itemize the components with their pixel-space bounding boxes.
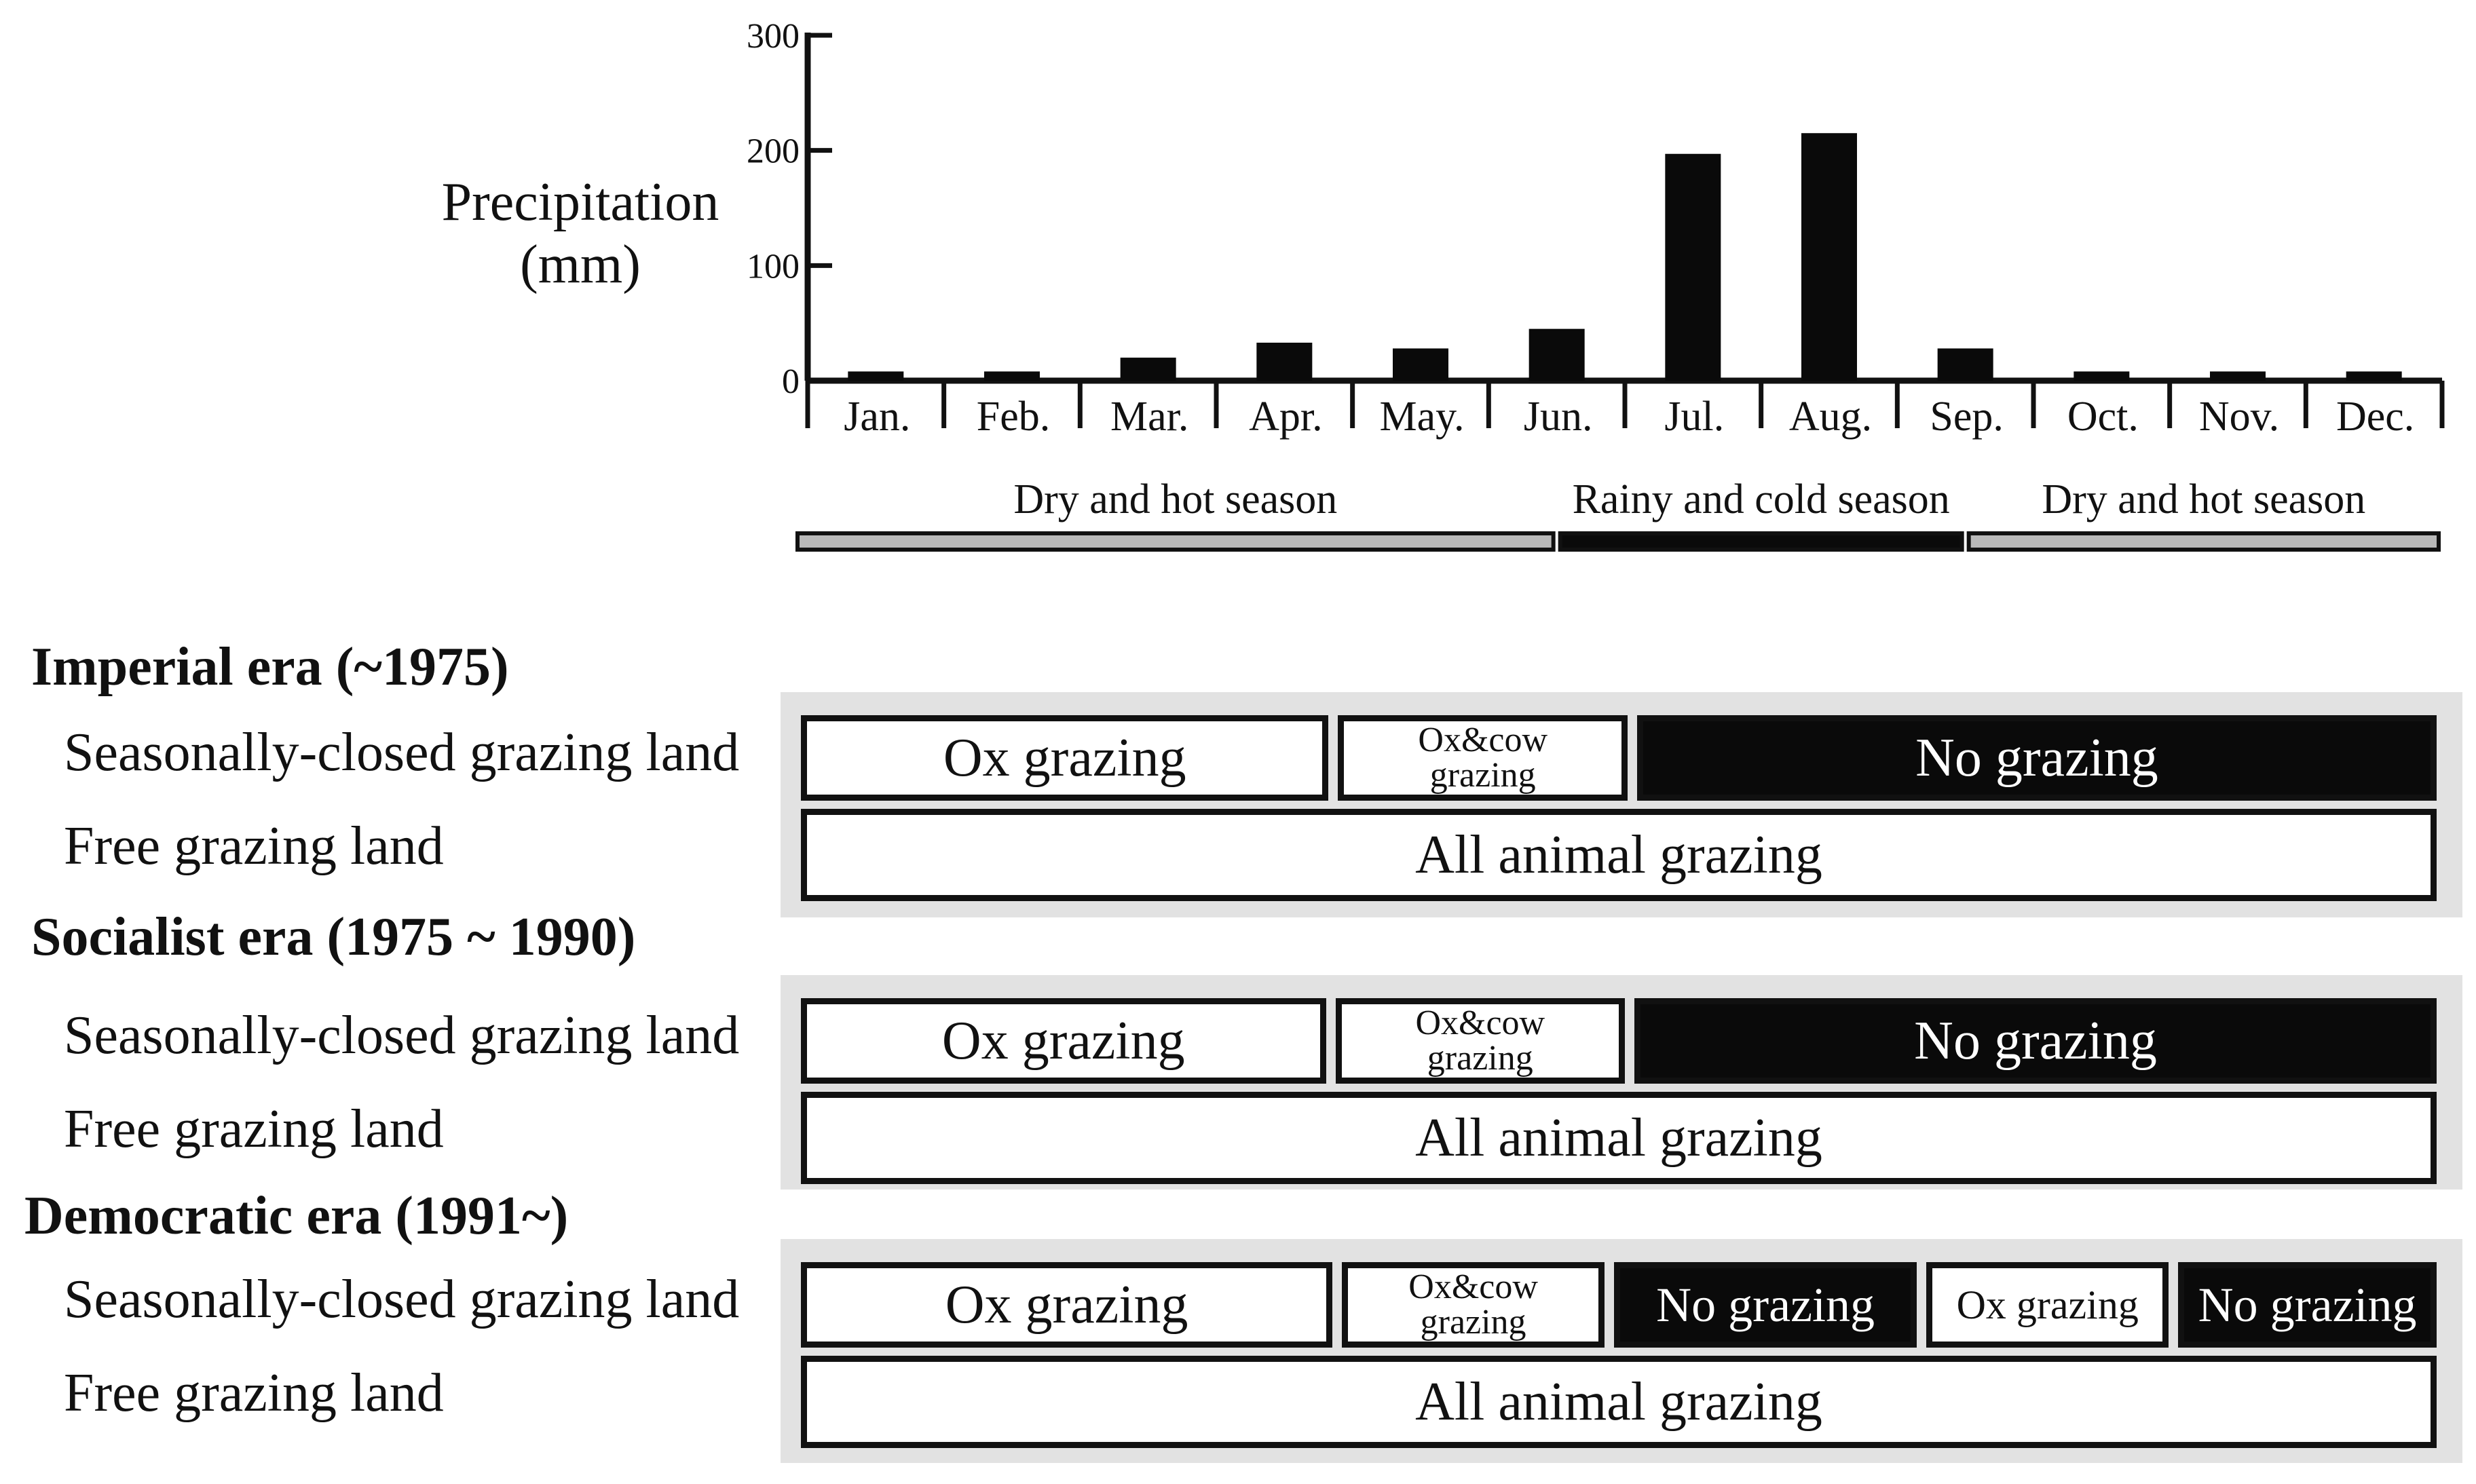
grazing-period-segment: Ox grazing (1926, 1262, 2169, 1348)
segment-label: Ox&cow grazing (1415, 1006, 1545, 1076)
seasonal-grazing-bar: Ox grazing Ox&cow grazing No grazing Ox graz… (801, 1262, 2437, 1348)
segment-label: Ox&cow grazing (1418, 723, 1548, 793)
segment-label-line-2: grazing (1429, 756, 1536, 795)
grazing-period-segment: No grazing (1613, 1262, 1917, 1348)
segment-label: No grazing (1656, 1277, 1875, 1332)
y-tick-label: 300 (747, 17, 800, 56)
segment-label: Ox grazing (945, 1274, 1188, 1335)
segment-label: No grazing (2198, 1277, 2417, 1332)
grazing-period-segment: No grazing (1636, 715, 2437, 801)
precip-bar-may (1393, 348, 1448, 381)
y-tick-label: 100 (747, 247, 800, 286)
era-title: Imperial era (~1975) (31, 637, 509, 697)
x-tick-label: May. (1379, 394, 1464, 440)
seasonal-grazing-bar: Ox grazing Ox&cow grazing No grazing (801, 715, 2437, 801)
x-tick-label: Jun. (1524, 394, 1593, 440)
grazing-period-segment: Ox grazing (801, 1262, 1333, 1348)
season-bar-1 (1558, 531, 1964, 552)
grazing-period-segment: All animal grazing (801, 1092, 2437, 1184)
seasonal-land-label: Seasonally-closed grazing land (64, 723, 740, 782)
season-bar-2 (1966, 531, 2441, 552)
precip-bar-dec (2346, 371, 2402, 381)
precipitation-chart: 0 100 200 300 Jan. Feb. Mar. Apr. May. Jun. Jul. Au… (747, 17, 2445, 552)
y-tick-label: 0 (782, 362, 800, 401)
grazing-period-segment: All animal grazing (801, 1356, 2437, 1448)
segment-label-line-1: Ox&cow (1418, 721, 1548, 759)
precip-bar-jun (1528, 328, 1585, 381)
precip-bar-jan (848, 371, 904, 381)
segment-label: No grazing (1915, 727, 2158, 788)
segment-label: Ox grazing (1956, 1282, 2139, 1327)
precip-bar-feb (984, 371, 1040, 381)
segment-label: All animal grazing (1415, 824, 1822, 885)
seasonal-grazing-bar: Ox grazing Ox&cow grazing No grazing (801, 998, 2437, 1084)
segment-label: Ox&cow grazing (1408, 1270, 1538, 1340)
grazing-period-segment: Ox&cow grazing (1338, 715, 1628, 801)
precip-bar-mar (1120, 358, 1176, 381)
grazing-period-segment: No grazing (2178, 1262, 2437, 1348)
x-tick-label: Mar. (1110, 394, 1188, 440)
segment-label: Ox grazing (943, 727, 1186, 788)
segment-label: All animal grazing (1415, 1107, 1822, 1168)
x-tick-label: Sep. (1930, 394, 2004, 440)
y-axis-label-line-1: Precipitation (441, 172, 719, 232)
era-title: Democratic era (1991~) (24, 1186, 569, 1246)
season-bar-0 (795, 531, 1556, 552)
x-tick-label: Apr. (1249, 394, 1323, 440)
x-tick-label: Aug. (1789, 394, 1872, 440)
segment-label: No grazing (1914, 1010, 2157, 1071)
segment-label-line-1: Ox&cow (1415, 1004, 1545, 1042)
x-tick-label: Jan. (844, 394, 910, 440)
precip-bar-oct (2074, 371, 2130, 381)
grazing-period-segment: Ox grazing (801, 715, 1329, 801)
x-tick-label: Oct. (2067, 394, 2139, 440)
free-land-label: Free grazing land (64, 1099, 444, 1159)
segment-label-line-2: grazing (1427, 1039, 1533, 1078)
precip-bar-apr (1256, 343, 1313, 381)
free-land-label: Free grazing land (64, 816, 444, 876)
y-axis-label-line-2: (mm) (520, 235, 641, 294)
grazing-period-segment: Ox&cow grazing (1335, 998, 1625, 1084)
x-tick-label: Feb. (977, 394, 1051, 440)
grazing-period-segment: Ox grazing (801, 998, 1326, 1084)
x-tick-label: Nov. (2199, 394, 2279, 440)
precip-bar-nov (2210, 371, 2266, 381)
season-label-2: Dry and hot season (2042, 476, 2365, 522)
free-grazing-bar: All animal grazing (801, 1356, 2437, 1448)
season-label-0: Dry and hot season (1013, 476, 1337, 522)
segment-label: All animal grazing (1415, 1371, 1822, 1432)
free-grazing-bar: All animal grazing (801, 809, 2437, 901)
y-tick-label: 200 (747, 132, 800, 171)
seasonal-land-label: Seasonally-closed grazing land (64, 1270, 740, 1329)
precip-bar-aug (1801, 133, 1857, 381)
segment-label: Ox grazing (941, 1010, 1185, 1071)
grazing-period-segment: Ox&cow grazing (1342, 1262, 1605, 1348)
precip-bar-sep (1937, 348, 1993, 381)
season-label-1: Rainy and cold season (1573, 476, 1950, 522)
segment-label-line-1: Ox&cow (1408, 1268, 1538, 1306)
segment-label-line-2: grazing (1420, 1303, 1526, 1342)
x-tick-label: Jul. (1664, 394, 1724, 440)
free-grazing-bar: All animal grazing (801, 1092, 2437, 1184)
grazing-period-segment: All animal grazing (801, 809, 2437, 901)
precip-bar-jul (1665, 153, 1721, 381)
seasonal-land-label: Seasonally-closed grazing land (64, 1006, 740, 1065)
era-title: Socialist era (1975 ~ 1990) (31, 907, 636, 967)
grazing-period-segment: No grazing (1634, 998, 2437, 1084)
x-tick-label: Dec. (2336, 394, 2414, 440)
free-land-label: Free grazing land (64, 1363, 444, 1423)
y-axis-label: Precipitation (mm) (390, 171, 770, 296)
